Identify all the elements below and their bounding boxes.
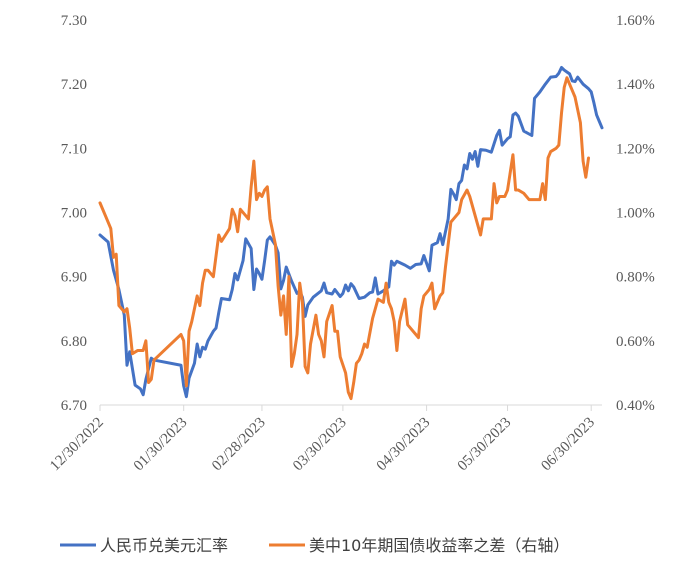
series-line-yield-spread bbox=[98, 76, 591, 401]
x-axis-ticks: 12/30/2022 01/30/2023 02/28/2023 03/30/2023… bbox=[47, 405, 598, 474]
right-tick-label: 0.80% bbox=[616, 270, 655, 286]
x-tick-label: 01/30/2023 bbox=[131, 415, 191, 475]
right-tick-label: 1.20% bbox=[616, 141, 655, 157]
right-tick-label: 1.00% bbox=[616, 206, 655, 222]
left-axis-ticks: 6.70 6.80 6.90 7.00 7.10 7.20 7.30 bbox=[61, 13, 87, 414]
right-tick-label: 1.40% bbox=[616, 77, 655, 93]
series-line-usdcny bbox=[98, 65, 604, 399]
left-tick-label: 6.70 bbox=[61, 398, 87, 414]
left-tick-label: 6.90 bbox=[61, 270, 87, 286]
legend-label-usdcny: 人民币兑美元汇率 bbox=[100, 536, 228, 555]
right-axis-ticks: 0.40% 0.60% 0.80% 1.00% 1.20% 1.40% 1.60% bbox=[616, 13, 655, 414]
legend: 人民币兑美元汇率 美中10年期国债收益率之差（右轴） bbox=[60, 536, 569, 555]
legend-label-yield-spread: 美中10年期国债收益率之差（右轴） bbox=[309, 536, 569, 555]
left-tick-label: 6.80 bbox=[61, 334, 87, 350]
x-tick-label: 02/28/2023 bbox=[209, 415, 269, 475]
right-tick-label: 1.60% bbox=[616, 13, 655, 29]
series-lines bbox=[98, 65, 604, 401]
x-tick-label: 04/30/2023 bbox=[374, 415, 434, 475]
left-tick-label: 7.00 bbox=[61, 206, 87, 222]
left-tick-label: 7.20 bbox=[61, 77, 87, 93]
x-tick-label: 06/30/2023 bbox=[538, 415, 598, 475]
right-tick-label: 0.60% bbox=[616, 334, 655, 350]
x-tick-label: 03/30/2023 bbox=[290, 415, 350, 475]
right-tick-label: 0.40% bbox=[616, 398, 655, 414]
x-tick-label: 05/30/2023 bbox=[455, 415, 515, 475]
left-tick-label: 7.30 bbox=[61, 13, 87, 29]
left-tick-label: 7.10 bbox=[61, 141, 87, 157]
x-tick-label: 12/30/2022 bbox=[47, 415, 107, 475]
